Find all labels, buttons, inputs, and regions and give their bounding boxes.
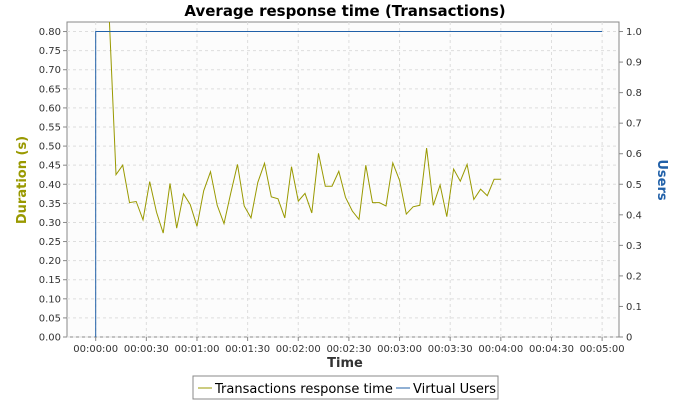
chart-title: Average response time (Transactions) [184, 2, 505, 20]
right-tick-label: 0.9 [626, 58, 642, 69]
right-tick-label: 0.1 [626, 302, 642, 313]
series-line-virtual-users [95, 31, 603, 337]
left-tick-label: 0.35 [39, 199, 61, 210]
x-axis-label: Time [327, 356, 363, 371]
left-tick-label: 0.00 [39, 333, 61, 344]
x-axis-ticks: 00:00:00 00:00:30 00:01:00 00:01:30 00:02:00… [73, 337, 625, 355]
left-tick-label: 0.55 [39, 123, 61, 134]
right-tick-label: 0.7 [626, 119, 642, 130]
right-tick-label: 0.3 [626, 241, 642, 252]
x-tick-label: 00:03:00 [377, 344, 422, 355]
y-axis-left-label: Duration (s) [15, 136, 30, 224]
left-tick-label: 0.65 [39, 84, 61, 95]
x-tick-label: 00:04:30 [529, 344, 574, 355]
left-tick-label: 0.20 [39, 256, 61, 267]
grid [67, 22, 619, 338]
legend-box [192, 375, 499, 400]
left-tick-label: 0.25 [39, 237, 61, 248]
right-tick-label: 0.4 [626, 210, 642, 221]
left-tick-label: 0.15 [39, 275, 61, 286]
x-tick-label: 00:01:00 [175, 344, 220, 355]
left-tick-label: 0.50 [39, 142, 61, 153]
right-tick-label: 0.8 [626, 88, 642, 99]
x-tick-label: 00:01:30 [225, 344, 270, 355]
x-tick-label: 00:04:00 [478, 344, 523, 355]
x-tick-label: 00:00:00 [73, 344, 118, 355]
left-tick-label: 0.45 [39, 161, 61, 172]
right-tick-label: 0 [626, 333, 632, 344]
legend: Transactions response time Virtual Users [192, 375, 499, 400]
left-axis-ticks: 0.00 0.05 0.10 0.15 0.20 0.25 0.30 0.35 0.40 0.45… [39, 27, 67, 344]
right-tick-label: 0.6 [626, 149, 642, 160]
right-tick-label: 0.2 [626, 271, 642, 282]
left-tick-label: 0.40 [39, 180, 61, 191]
right-axis-ticks: 0 0.1 0.2 0.3 0.4 0.5 0.6 0.7 0.8 0.9 1.0 [619, 27, 642, 344]
left-tick-label: 0.75 [39, 46, 61, 57]
x-tick-label: 00:03:30 [428, 344, 473, 355]
legend-label-response-time: Transactions response time [214, 382, 393, 397]
x-tick-label: 00:02:00 [276, 344, 321, 355]
left-tick-label: 0.05 [39, 313, 61, 324]
y-axis-right-label: Users [654, 159, 669, 201]
legend-label-virtual-users: Virtual Users [413, 382, 496, 397]
series-line-response-time [108, 22, 501, 234]
right-tick-label: 1.0 [626, 27, 642, 38]
left-tick-label: 0.60 [39, 103, 61, 114]
left-tick-label: 0.70 [39, 65, 61, 76]
left-tick-label: 0.10 [39, 294, 61, 305]
series-layer [95, 22, 603, 337]
left-tick-label: 0.80 [39, 27, 61, 38]
x-tick-label: 00:05:00 [580, 344, 625, 355]
plot-area [66, 21, 620, 338]
x-tick-label: 00:00:30 [124, 344, 169, 355]
right-tick-label: 0.5 [626, 180, 642, 191]
x-tick-label: 00:02:30 [326, 344, 371, 355]
left-tick-label: 0.30 [39, 218, 61, 229]
